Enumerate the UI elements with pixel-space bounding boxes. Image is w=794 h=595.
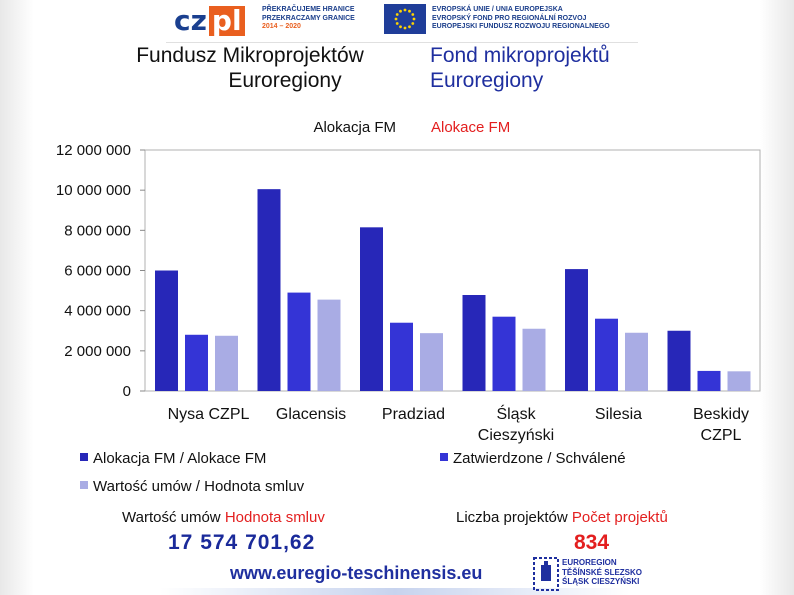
- bar-allocation: [565, 269, 588, 391]
- legend-swatch: [440, 453, 448, 461]
- bar-approved: [595, 318, 618, 391]
- bar-approved: [390, 322, 413, 391]
- bar-approved: [287, 292, 311, 391]
- y-tick-label: 2 000 000: [64, 343, 131, 360]
- bar-contract-value: [420, 333, 443, 391]
- eu-flag-icon: [384, 4, 426, 34]
- x-category-label: Glacensis: [276, 406, 346, 423]
- program-text-line: PŘEKRAČUJEME HRANICE: [262, 6, 355, 13]
- logo-bar: cz pl PŘEKRAČUJEME HRANICE PRZEKRACZAMY …: [166, 0, 638, 43]
- x-category-label: Beskidy: [693, 406, 749, 423]
- bar-approved: [185, 334, 208, 391]
- eu-star-icon: [395, 13, 399, 16]
- eu-text-line: EVROPSKÁ UNIE / UNIA EUROPEJSKA: [432, 6, 563, 13]
- website-link[interactable]: www.euregio-teschinensis.eu: [230, 563, 483, 583]
- eu-star-icon: [411, 22, 415, 25]
- region-text-line: TĚŠÍNSKÉ SLEZSKO: [562, 567, 643, 577]
- bar-allocation: [257, 189, 281, 391]
- bar-contract-value: [522, 328, 546, 391]
- euroregion-logo-icon: [533, 557, 559, 591]
- eu-star-icon: [411, 13, 415, 16]
- contract-value-label-cz: Hodnota smluv: [224, 509, 325, 526]
- y-tick-label: 8 000 000: [64, 222, 131, 239]
- x-category-label: Pradziad: [382, 406, 445, 423]
- project-count-label: Liczba projektów Počet projektů: [456, 509, 668, 526]
- region-text-line: ŚLĄSK CIESZYŃSKI: [562, 577, 640, 586]
- eu-text-line: EUROPEJSKI FUNDUSZ ROZWOJU REGIONALNEGO: [432, 23, 610, 30]
- eu-star-icon: [399, 9, 402, 13]
- bar-contract-value: [727, 371, 751, 391]
- contract-value-label: Wartość umów Hodnota smluv: [122, 509, 325, 526]
- program-text-line: PRZEKRACZAMY GRANICE: [262, 14, 355, 22]
- bar-approved: [697, 370, 721, 391]
- y-tick-label: 10 000 000: [56, 182, 131, 199]
- eu-text-line: EVROPSKÝ FOND PRO REGIONÁLNÍ ROZVOJ: [432, 14, 587, 22]
- czpl-logo: cz pl: [174, 6, 245, 36]
- title-pl-line2: Euroregiony: [228, 69, 342, 92]
- x-category-label: Nysa CZPL: [168, 406, 250, 423]
- title-cz: Fond mikroprojektů Euroregiony: [430, 43, 610, 93]
- euroregion-logo-text: EUROREGION TĚŠÍNSKÉ SLEZSKO ŚLĄSK CIESZY…: [562, 558, 642, 587]
- x-category-label: Silesia: [595, 406, 642, 423]
- legend-swatch: [80, 481, 88, 489]
- eu-star-icon: [403, 26, 407, 30]
- czpl-logo-cz: cz: [174, 4, 207, 37]
- y-tick-label: 0: [123, 383, 131, 400]
- legend-swatch: [80, 453, 88, 461]
- bar-allocation: [667, 330, 691, 391]
- bar-contract-value: [215, 335, 238, 391]
- bar-allocation: [155, 270, 178, 391]
- allocation-label-pl: Alokacja FM: [313, 119, 396, 136]
- legend-label: Alokacja FM / Alokace FM: [93, 450, 267, 467]
- bar-allocation: [462, 295, 486, 391]
- title-pl: Fundusz Mikroprojektów Euroregiony: [90, 43, 410, 93]
- legend-item-contract-value: Wartość umów / Hodnota smluv: [80, 478, 304, 496]
- eu-star-icon: [403, 8, 407, 12]
- left-gradient-border: [0, 0, 34, 595]
- title-pl-line1: Fundusz Mikroprojektów: [136, 44, 364, 67]
- eu-star-icon: [408, 9, 411, 13]
- bar-contract-value: [317, 299, 341, 391]
- footer-band: [160, 588, 630, 595]
- project-count-label-pl: Liczba projektów: [456, 509, 568, 526]
- bar-contract-value: [625, 332, 648, 391]
- title-cz-line1: Fond mikroprojektů: [430, 44, 610, 67]
- program-text-line: 2014 – 2020: [262, 23, 301, 30]
- bar-approved: [492, 316, 516, 391]
- eu-star-icon: [399, 25, 402, 29]
- y-tick-label: 12 000 000: [56, 142, 131, 159]
- eu-logo-text: EVROPSKÁ UNIE / UNIA EUROPEJSKA EVROPSKÝ…: [432, 6, 610, 32]
- allocation-label-cz: Alokace FM: [431, 119, 511, 136]
- contract-value-amount: 17 574 701,62: [168, 531, 316, 554]
- right-gradient-border: [760, 0, 794, 595]
- contract-value-label-pl: Wartość umów: [122, 509, 221, 526]
- czpl-logo-pl: pl: [208, 6, 245, 36]
- eu-star-icon: [412, 17, 416, 21]
- y-tick-label: 4 000 000: [64, 303, 131, 320]
- legend-label: Wartość umów / Hodnota smluv: [93, 478, 305, 495]
- eu-star-icon: [408, 25, 411, 29]
- eu-star-icon: [394, 17, 398, 21]
- x-category-label: CZPL: [701, 427, 742, 444]
- project-count-label-cz: Počet projektů: [571, 509, 668, 526]
- eu-star-icon: [395, 22, 399, 25]
- program-logo-text: PŘEKRAČUJEME HRANICE PRZEKRACZAMY GRANIC…: [262, 6, 355, 32]
- bar-allocation: [360, 227, 383, 391]
- title-cz-line2: Euroregiony: [430, 69, 544, 92]
- legend-label: Zatwierdzone / Schválené: [453, 450, 626, 467]
- x-category-label: Śląsk: [496, 404, 536, 423]
- x-category-label: Cieszyński: [478, 427, 554, 444]
- legend-item-approved: Zatwierdzone / Schválené: [440, 450, 626, 468]
- region-text-line: EUROREGION: [562, 558, 617, 567]
- y-tick-label: 6 000 000: [64, 263, 131, 280]
- legend-item-allocation: Alokacja FM / Alokace FM: [80, 450, 266, 468]
- project-count-amount: 834: [574, 531, 610, 554]
